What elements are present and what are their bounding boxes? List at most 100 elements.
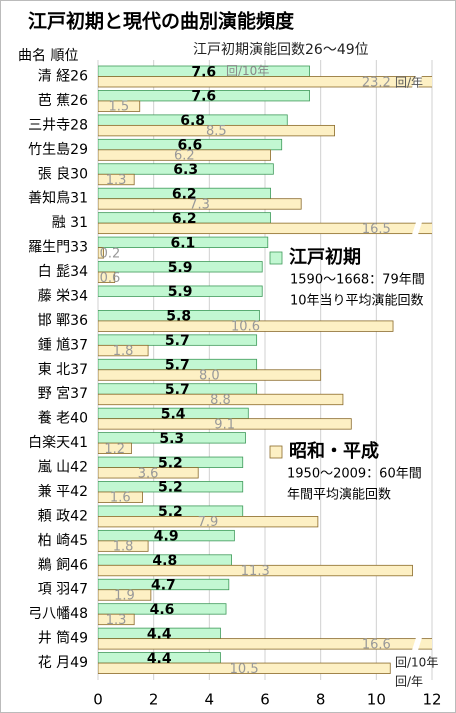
value-label: 3.6 bbox=[138, 466, 159, 481]
value-label: 6.1 bbox=[170, 235, 195, 251]
bar bbox=[98, 344, 149, 357]
value-label: 5.9 bbox=[168, 260, 193, 276]
y-tick-label: 竹生島29 bbox=[28, 142, 88, 158]
value-label: 6.6 bbox=[177, 138, 202, 154]
bar bbox=[98, 516, 319, 528]
value-label: 7.6 bbox=[191, 64, 216, 80]
bar bbox=[98, 442, 132, 455]
bar bbox=[98, 369, 322, 381]
unit-label: 回/10年 bbox=[395, 656, 438, 670]
y-tick-label: 鍾 馗37 bbox=[38, 337, 88, 353]
y-tick-label: 芭 蕉26 bbox=[38, 92, 88, 109]
value-label: 1.5 bbox=[109, 100, 130, 115]
bar bbox=[98, 491, 143, 503]
value-label: 16.5 bbox=[362, 222, 391, 237]
bars bbox=[98, 65, 432, 674]
value-label: 10.5 bbox=[230, 662, 259, 677]
y-tick-label: 東 北37 bbox=[38, 362, 88, 378]
y-tick-label: 頼 政42 bbox=[38, 508, 88, 524]
value-label: 5.7 bbox=[165, 358, 190, 374]
bar bbox=[98, 163, 274, 175]
bar bbox=[98, 198, 302, 210]
value-label: 7.9 bbox=[198, 515, 219, 530]
bar bbox=[98, 271, 116, 283]
value-label: 1.6 bbox=[110, 491, 131, 506]
legend-swatch bbox=[269, 445, 283, 459]
legend-description: 1590～1668：79年間 bbox=[290, 273, 425, 288]
chart-subtitle: 江戸初期演能回数26～49位 bbox=[193, 41, 369, 58]
value-label: 5.2 bbox=[158, 504, 183, 520]
value-label: 5.8 bbox=[166, 309, 191, 325]
bar bbox=[98, 173, 135, 186]
y-tick-label: 野 宮37 bbox=[38, 386, 88, 402]
y-tick-label: 兼 平42 bbox=[38, 484, 88, 500]
bar bbox=[98, 564, 413, 577]
unit-label: 回/年 bbox=[395, 675, 423, 689]
y-tick-label: 鵜 飼46 bbox=[38, 557, 88, 573]
value-label: 4.7 bbox=[151, 577, 176, 593]
value-label: 5.4 bbox=[161, 406, 186, 422]
y-tick-label: 清 経26 bbox=[38, 69, 88, 85]
bar bbox=[98, 334, 258, 346]
bar bbox=[98, 285, 263, 297]
value-label: 4.4 bbox=[147, 651, 172, 667]
value-label: 8.5 bbox=[206, 124, 227, 139]
x-tick-label: 4 bbox=[205, 691, 215, 709]
value-label: 5.7 bbox=[165, 382, 190, 398]
x-tick-label: 2 bbox=[149, 691, 159, 709]
y-tick-label: 項 羽47 bbox=[38, 582, 88, 598]
value-label: 4.6 bbox=[150, 602, 175, 618]
bar bbox=[98, 432, 246, 444]
y-tick-label: 邯 鄲36 bbox=[38, 313, 88, 329]
x-tick-label: 10 bbox=[367, 691, 386, 709]
legend-description: 1950～2009：60年間 bbox=[287, 467, 422, 482]
value-label: 4.9 bbox=[154, 529, 179, 545]
bar bbox=[98, 418, 352, 430]
bar bbox=[98, 603, 227, 615]
value-label: 6.2 bbox=[172, 211, 197, 227]
value-label: 4.4 bbox=[147, 626, 172, 642]
unit-label: 回/年 bbox=[395, 75, 423, 89]
y-tick-label: 柏 崎45 bbox=[38, 533, 88, 549]
value-label: 1.3 bbox=[106, 613, 127, 628]
bar bbox=[98, 124, 335, 137]
y-tick-label: 三井寺28 bbox=[28, 117, 88, 133]
value-label: 7.6 bbox=[191, 89, 216, 105]
bar bbox=[98, 149, 271, 161]
x-tick-label: 6 bbox=[260, 691, 270, 709]
y-tick-label: 花 月49 bbox=[38, 655, 88, 671]
value-label: 0.2 bbox=[100, 246, 121, 261]
bar bbox=[98, 222, 432, 235]
value-label: 6.8 bbox=[180, 113, 205, 129]
value-label: 5.2 bbox=[158, 480, 183, 496]
legend-description: 10年当り平均演能回数 bbox=[290, 293, 424, 309]
value-label: 9.1 bbox=[214, 417, 235, 432]
y-tick-label: 白楽天41 bbox=[28, 435, 88, 451]
value-label: 5.2 bbox=[158, 455, 183, 471]
legend-description: 年間平均演能回数 bbox=[287, 487, 391, 503]
bar bbox=[98, 100, 141, 112]
value-label: 5.7 bbox=[165, 333, 190, 349]
bar bbox=[98, 638, 432, 650]
x-tick-label: 0 bbox=[93, 691, 103, 709]
value-label: 6.2 bbox=[174, 149, 195, 164]
value-label: 6.2 bbox=[172, 186, 197, 202]
bar bbox=[98, 589, 152, 601]
bar bbox=[98, 261, 263, 273]
bar bbox=[98, 393, 344, 406]
value-label: 16.6 bbox=[362, 637, 391, 652]
bar bbox=[98, 320, 394, 332]
axis-break bbox=[412, 637, 422, 651]
value-label: 23.2 bbox=[362, 75, 391, 90]
value-label: 10.6 bbox=[231, 320, 260, 335]
unit-label: 回/10年 bbox=[226, 64, 269, 78]
bar bbox=[98, 481, 244, 493]
y-tick-label: 養 老40 bbox=[38, 410, 88, 427]
value-label: 1.9 bbox=[114, 588, 135, 603]
axis-break bbox=[412, 222, 422, 235]
value-label: 11.3 bbox=[241, 564, 270, 579]
bar bbox=[98, 90, 310, 102]
x-tick-label: 8 bbox=[316, 691, 326, 709]
y-tick-label: 善知鳥31 bbox=[28, 190, 88, 207]
